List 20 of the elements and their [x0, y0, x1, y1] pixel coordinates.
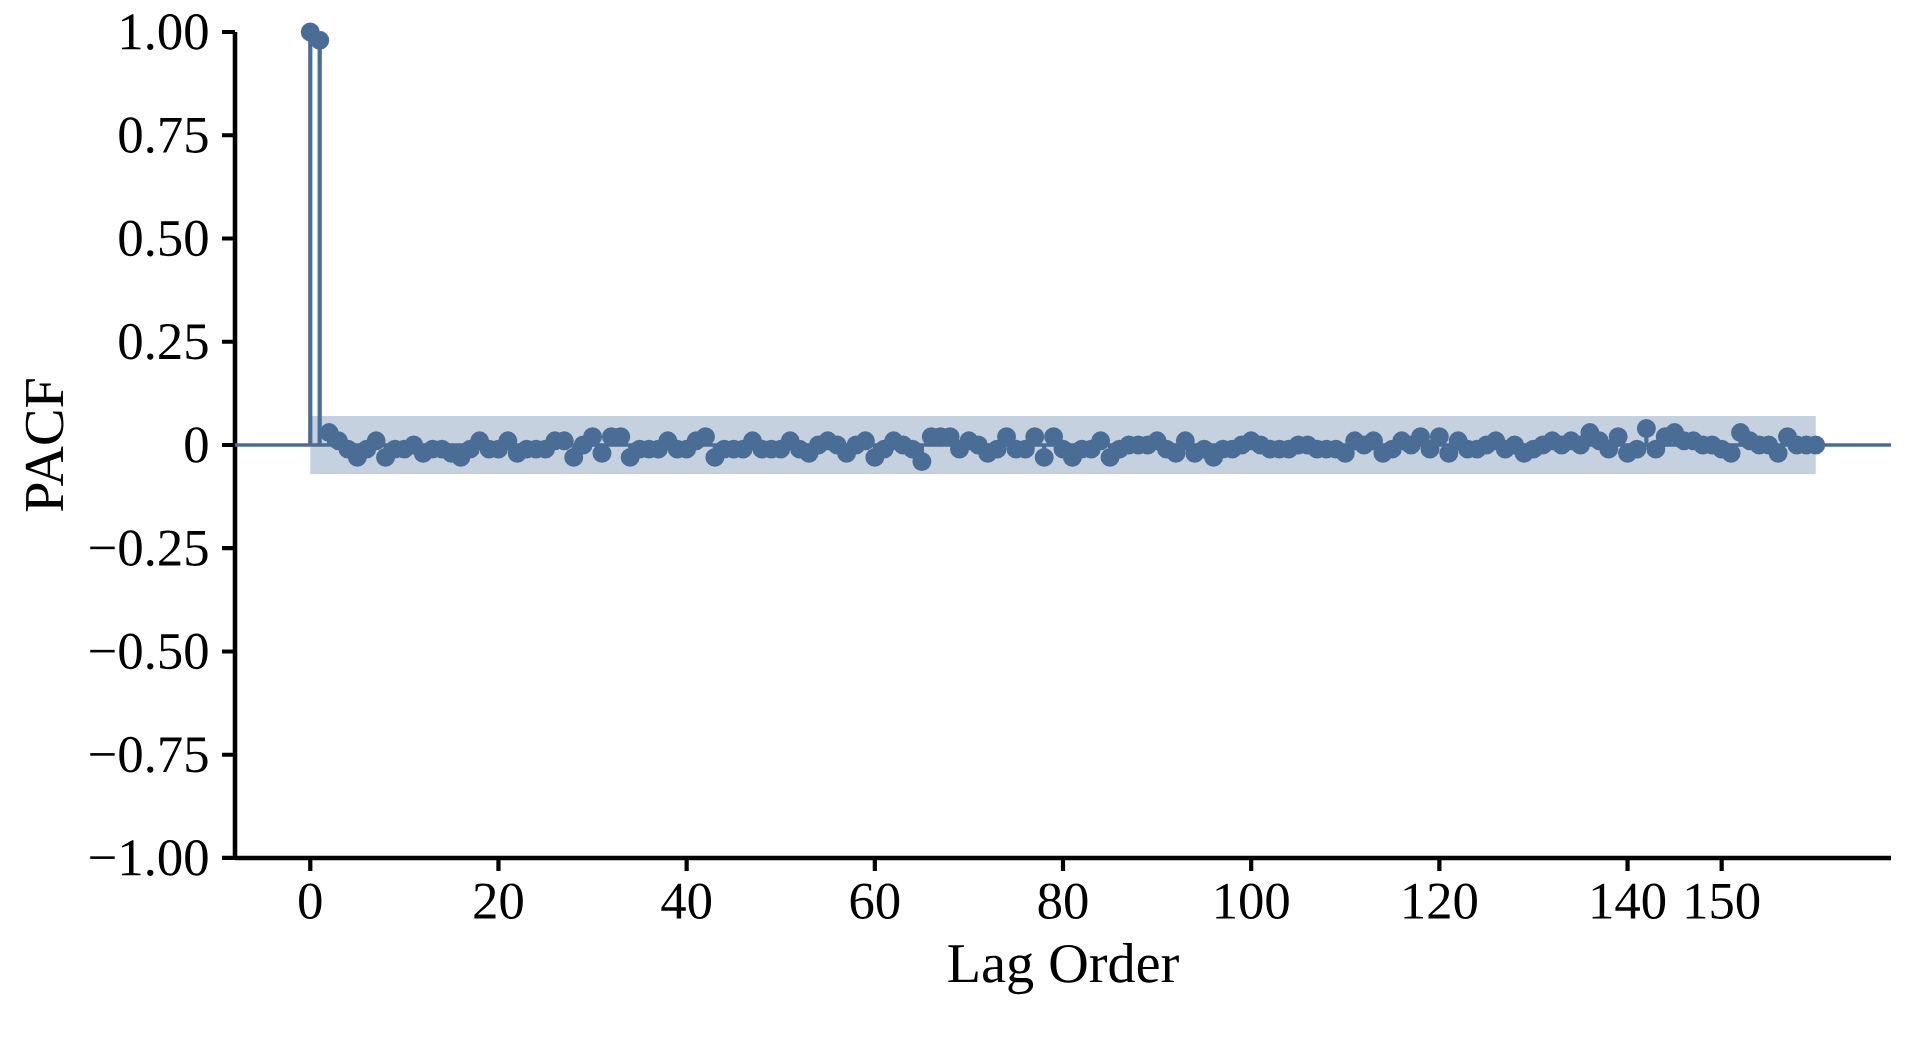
y-tick-label: 1.00	[121, 14, 208, 50]
x-tick-label: 40	[661, 883, 712, 919]
x-tick-label: 120	[1404, 883, 1477, 919]
y-tick-label: −1.00	[90, 840, 208, 876]
y-axis-title: PACF	[25, 379, 64, 512]
x-tick-label: 80	[1038, 883, 1088, 919]
x-tick-label: 60	[850, 883, 900, 919]
x-tick-label: 100	[1216, 883, 1289, 919]
y-tick-label: 0.75	[119, 117, 208, 154]
y-tick-label: −0.25	[90, 530, 208, 567]
x-tick-label: 140	[1592, 883, 1666, 919]
x-tick-label: 20	[474, 883, 523, 919]
y-tick-label: 0.25	[119, 323, 208, 360]
y-tick-label: −0.75	[90, 736, 208, 773]
x-tick-label: 150	[1686, 883, 1760, 919]
y-tick-label: −0.50	[90, 633, 208, 670]
x-tick-label: 0	[299, 883, 322, 919]
x-axis-title: Lag Order	[948, 943, 1179, 995]
y-tick-label: 0	[185, 427, 208, 463]
y-tick-label: 0.50	[119, 220, 208, 257]
